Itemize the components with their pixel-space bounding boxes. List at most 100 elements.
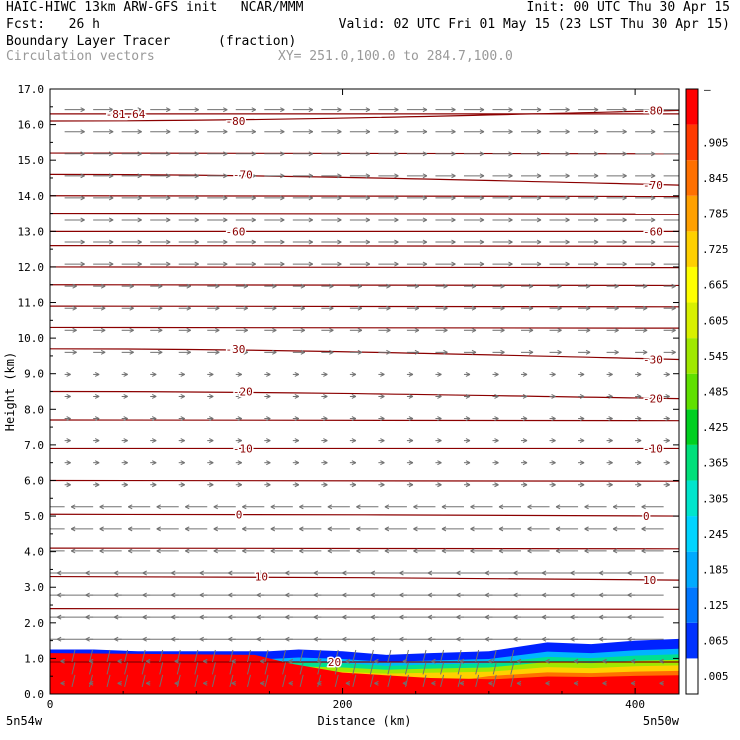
circulation-vector [384,548,407,554]
circulation-vector [207,261,228,267]
circulation-vector [150,371,157,377]
circulation-vector [121,416,128,421]
circulation-vector [264,173,285,179]
circulation-vector [369,662,374,675]
circulation-vector [492,349,505,355]
circulation-vector [321,129,342,135]
circulation-vector [549,305,562,311]
circulation-vector [321,283,334,289]
y-tick-label: 2.0 [24,617,44,630]
circulation-vector [555,526,579,532]
circulation-vector [127,548,151,554]
circulation-vector [178,283,191,289]
circulation-vector [352,662,357,675]
circulation-vector [60,680,65,686]
circulation-vector [235,217,256,223]
circulation-vector [435,173,456,179]
circulation-vector [545,658,550,664]
circulation-vector [299,649,304,663]
circulation-vector [578,283,591,289]
circulation-vector [64,305,77,311]
circulation-vector [521,305,534,311]
circulation-vector [349,283,363,289]
colorbar-swatch [686,444,698,481]
circulation-vector [663,153,679,155]
circulation-vector [549,151,570,157]
circulation-vector [349,239,371,245]
circulation-vector [435,217,456,223]
circulation-vector [93,173,114,179]
circulation-vector [349,371,357,377]
circulation-vector [299,526,322,532]
circulation-vector [663,305,676,311]
circulation-vector [207,217,228,223]
circulation-vector [488,680,493,686]
circulation-vector [50,550,65,552]
circulation-vector [374,680,379,686]
circulation-vector [292,195,314,201]
circulation-vector [242,504,265,510]
circulation-vector [612,548,636,554]
circulation-vector [578,460,585,466]
circulation-vector [659,680,664,686]
circulation-vector [292,438,300,444]
circulation-vector [378,460,385,466]
circulation-vector [178,394,185,399]
circulation-vector [178,129,199,135]
circulation-vector [498,504,522,510]
circulation-vector [327,526,350,532]
circulation-vector [207,349,220,355]
y-tick-label: 10.0 [18,332,45,345]
circulation-vector [93,239,114,245]
circulation-vector [573,680,579,686]
circulation-vector [292,107,314,113]
contour-label: 10 [255,571,268,584]
circulation-vector [369,674,374,688]
circulation-vector [71,662,76,675]
colorbar-top-label: – [704,83,711,96]
circulation-vector [406,261,428,267]
circulation-vector [321,195,342,201]
circulation-vector [235,261,256,267]
header-init-time: Init: 00 UTC Thu 30 Apr 15 [526,0,731,15]
circulation-vector [492,674,497,688]
circulation-vector [612,526,636,532]
header-field-name: Boundary Layer Tracer [6,34,171,49]
circulation-vector [321,327,334,333]
circulation-vector [663,175,679,177]
circulation-vector [64,107,85,113]
circulation-vector [93,195,114,201]
contour-label: -80 [226,115,246,128]
circulation-vector [549,195,570,201]
colorbar-swatch [686,622,698,659]
circulation-vector [93,482,100,488]
circulation-vector [459,658,465,664]
circulation-vector [578,416,585,421]
plot-area [50,107,679,694]
header-forecast-hour: Fcst: 26 h [6,17,100,32]
circulation-vector [264,239,285,245]
circulation-vector [521,129,542,135]
circulation-vector [321,349,334,355]
circulation-vector [463,327,477,333]
circulation-vector [378,151,399,157]
colorbar-swatch [686,587,698,623]
x-tick-label: 200 [333,698,353,711]
circulation-vector [264,217,285,223]
circulation-vector [635,107,656,113]
circulation-vector [492,649,497,663]
circulation-vector [207,371,214,377]
circulation-vector [235,327,248,333]
circulation-vector [406,283,420,289]
y-tick-label: 15.0 [18,154,45,167]
circulation-vector [356,548,379,554]
circulation-vector [264,327,277,333]
circulation-vector [264,349,277,355]
circulation-vector [516,680,522,686]
y-tick-label: 13.0 [18,225,45,238]
circulation-vector [231,680,236,686]
circulation-vector [282,674,287,688]
circulation-vector [555,504,579,510]
circulation-vector [369,649,374,663]
circulation-vector [121,438,128,444]
